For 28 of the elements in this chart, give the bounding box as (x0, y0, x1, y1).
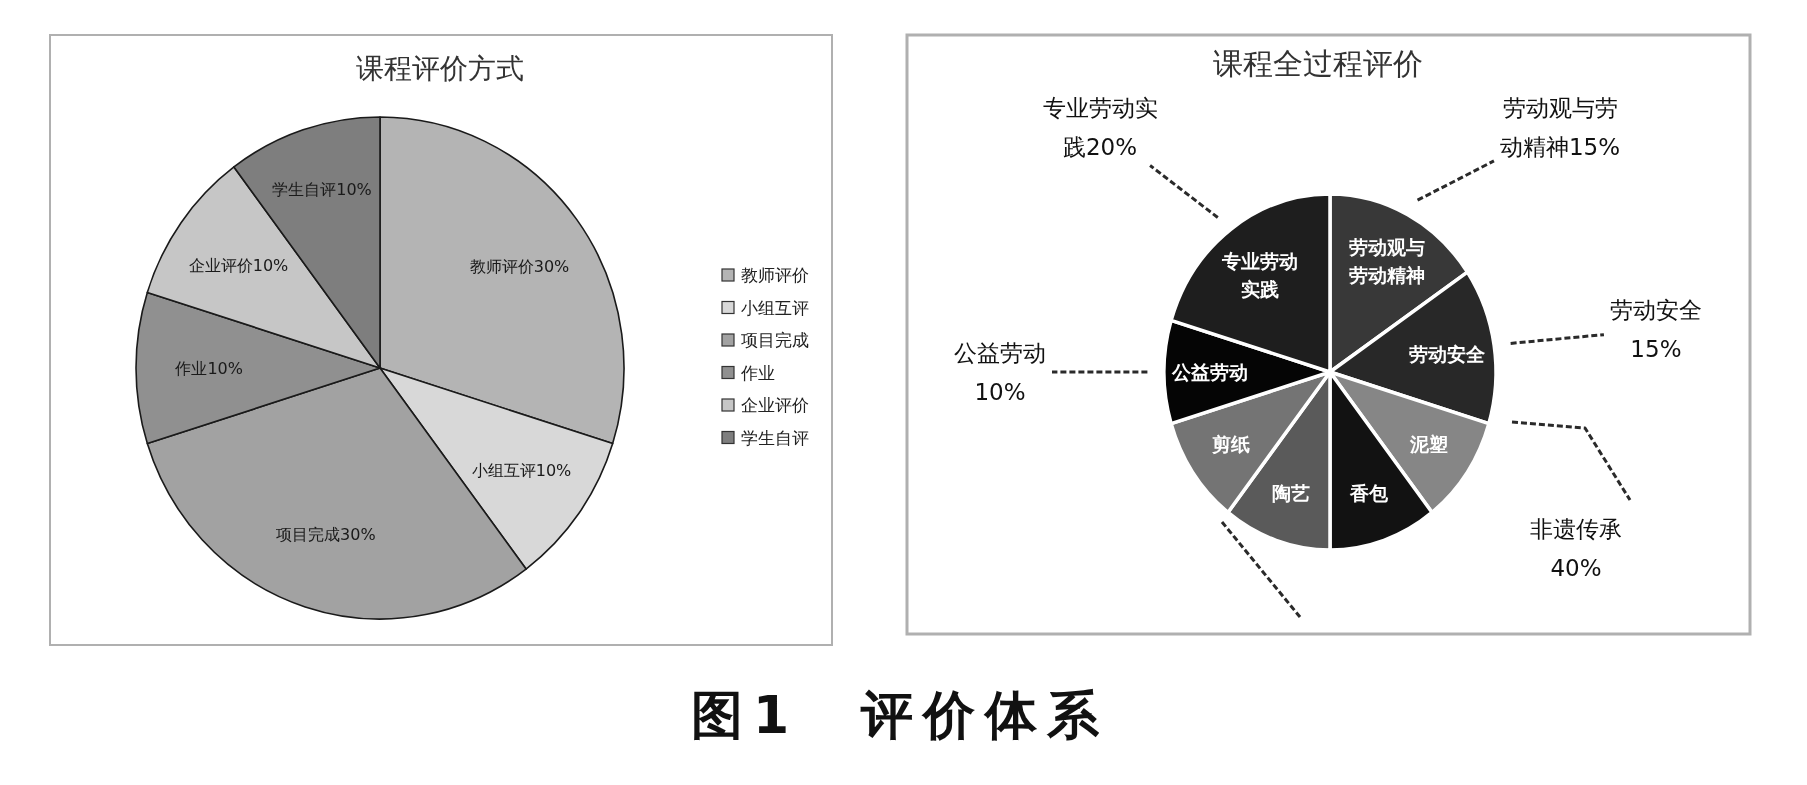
data-label: 小组互评10% (471, 461, 572, 481)
text: 非遗传承40% (1530, 515, 1622, 581)
data-label: 作业10% (174, 358, 243, 378)
slice-label: 劳动安全 (1408, 342, 1486, 365)
slice-label: 公益劳动 (1171, 361, 1249, 383)
slice-label: 专业劳动实践 (1220, 250, 1298, 300)
data-label: 专业劳动实践20% (1042, 94, 1158, 160)
legend-label: 作业 (740, 362, 775, 383)
data-label: 劳动观与劳动精神15% (1499, 94, 1621, 160)
data-label: 教师评价30% (469, 257, 570, 277)
slice-label: 陶艺 (1271, 482, 1310, 505)
slice-label: 泥塑 (1408, 432, 1448, 455)
data-label: 公益劳动10% (954, 339, 1046, 405)
slice-label: 劳动观与劳动精神 (1348, 236, 1425, 286)
legend-label: 项目完成 (741, 330, 809, 350)
data-label: 学生自评10% (272, 179, 372, 199)
data-label: 企业评价10% (188, 255, 289, 275)
slice-label: 剪纸 (1212, 432, 1251, 455)
legend-label: 小组互评 (741, 297, 809, 318)
legend-label: 学生自评 (741, 427, 809, 448)
data-label: 劳动安全15% (1609, 297, 1702, 363)
chart-title: 课程评价方式 (356, 51, 524, 85)
caption: 图1 评价体系 (690, 685, 1110, 745)
data-label: 项目完成30% (276, 525, 376, 545)
slice-label: 香包 (1349, 482, 1390, 505)
legend-label: 教师评价 (741, 265, 809, 285)
legend-label: 企业评价 (741, 395, 809, 415)
chart-title: 课程全过程评价 (1213, 45, 1423, 81)
